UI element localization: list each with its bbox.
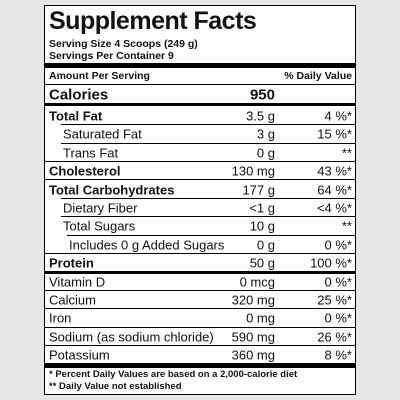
nutrient-dv: 64 %* bbox=[317, 182, 352, 198]
title: Supplement Facts bbox=[49, 7, 257, 35]
nutrient-name: Total Fat bbox=[49, 108, 103, 124]
rule bbox=[67, 234, 355, 236]
nutrient-dv: 4 %* bbox=[324, 108, 352, 124]
nutrient-amount: 360 mg bbox=[231, 347, 275, 363]
nutrient-amount: 10 g bbox=[249, 218, 275, 234]
nutrient-amount: 590 mg bbox=[231, 329, 275, 345]
nutrient-dv: 0 %* bbox=[324, 274, 352, 290]
nutrient-name: Saturated Fat bbox=[63, 126, 142, 142]
nutrient-name: Total Carbohydrates bbox=[49, 182, 175, 198]
nutrient-name: Sodium (as sodium chloride) bbox=[49, 329, 214, 345]
nutrient-amount: 3 g bbox=[256, 126, 275, 142]
nutrient-name: Vitamin D bbox=[49, 274, 106, 290]
nutrient-dv: 26 %* bbox=[317, 329, 352, 345]
nutrient-dv: <4 %* bbox=[316, 200, 352, 216]
nutrient-dv: 0 %* bbox=[324, 237, 352, 253]
nutrient-amount: 130 mg bbox=[231, 163, 275, 179]
nutrient-name: Potassium bbox=[49, 347, 110, 363]
rule bbox=[45, 308, 355, 310]
nutrient-amount: 177 g bbox=[242, 182, 275, 198]
nutrient-amount: 0 g bbox=[256, 237, 275, 253]
amount-header: Amount Per Serving bbox=[49, 70, 150, 82]
rule bbox=[45, 161, 355, 162]
nutrient-amount: 50 g bbox=[249, 255, 275, 271]
nutrient-name: Dietary Fiber bbox=[63, 200, 138, 216]
nutrient-amount: <1 g bbox=[249, 200, 275, 216]
nutrient-name: Cholesterol bbox=[49, 163, 121, 179]
rule bbox=[45, 345, 355, 346]
nutrient-dv: 0 %* bbox=[324, 310, 352, 326]
nutrient-dv: ** bbox=[341, 218, 352, 234]
rule bbox=[45, 253, 355, 254]
rule bbox=[45, 84, 355, 85]
servings-per-container: Servings Per Container 9 bbox=[49, 50, 174, 62]
nutrient-dv: 25 %* bbox=[317, 292, 352, 308]
nutrient-amount: 320 mg bbox=[231, 292, 275, 308]
rule bbox=[61, 197, 355, 199]
nutrient-dv: 100 %* bbox=[310, 255, 352, 271]
supplement-facts-label: Supplement Facts Serving Size 4 Scoops (… bbox=[44, 5, 356, 395]
rule bbox=[45, 271, 355, 275]
thick-rule bbox=[45, 63, 355, 68]
rule bbox=[61, 216, 355, 218]
nutrient-dv: 8 %* bbox=[324, 347, 352, 363]
thick-rule bbox=[45, 363, 355, 368]
calories-value: 950 bbox=[249, 86, 275, 104]
nutrient-amount: 3.5 g bbox=[246, 108, 275, 124]
nutrient-name: Calcium bbox=[49, 292, 96, 308]
calories-label: Calories bbox=[49, 86, 109, 104]
nutrient-amount: 0 mg bbox=[246, 310, 275, 326]
nutrient-amount: 0 g bbox=[256, 145, 275, 161]
nutrient-dv: 15 %* bbox=[317, 126, 352, 142]
nutrient-name: Total Sugars bbox=[63, 218, 136, 234]
serving-size: Serving Size 4 Scoops (249 g) bbox=[49, 38, 198, 50]
rule bbox=[61, 124, 355, 126]
nutrient-name: Protein bbox=[49, 255, 94, 271]
thick-rule bbox=[45, 103, 355, 106]
rule bbox=[45, 326, 355, 328]
nutrient-name: Trans Fat bbox=[63, 145, 119, 161]
footnote: * Percent Daily Values are based on a 2,… bbox=[49, 369, 298, 380]
rule bbox=[45, 289, 355, 291]
nutrient-dv: ** bbox=[341, 145, 352, 161]
footnote: ** Daily Value not established bbox=[49, 381, 182, 392]
nutrient-amount: 0 mcg bbox=[239, 274, 275, 290]
rule bbox=[45, 179, 355, 181]
nutrient-name: Includes 0 g Added Sugars bbox=[69, 237, 225, 253]
nutrient-dv: 43 %* bbox=[317, 163, 352, 179]
nutrient-name: Iron bbox=[49, 310, 72, 326]
dv-header: % Daily Value bbox=[284, 70, 352, 82]
rule bbox=[61, 142, 355, 144]
